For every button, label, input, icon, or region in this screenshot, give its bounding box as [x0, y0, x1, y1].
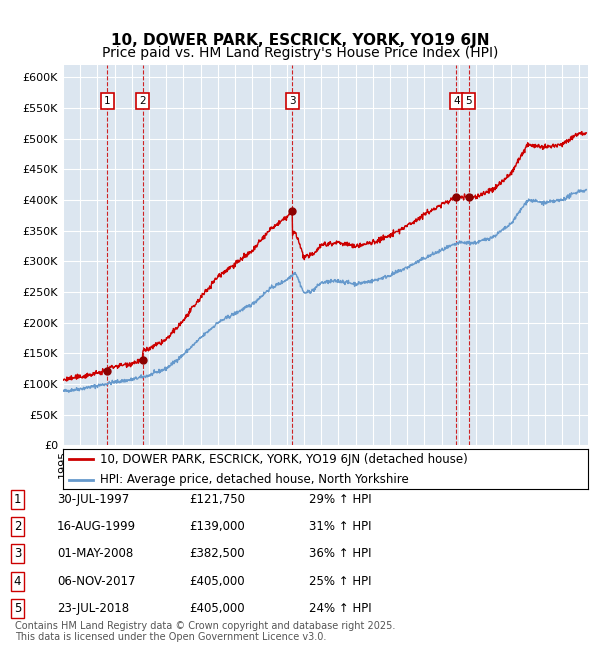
- Text: 4: 4: [453, 96, 460, 106]
- Text: 01-MAY-2008: 01-MAY-2008: [57, 547, 133, 560]
- Text: £405,000: £405,000: [189, 602, 245, 615]
- Text: 10, DOWER PARK, ESCRICK, YORK, YO19 6JN: 10, DOWER PARK, ESCRICK, YORK, YO19 6JN: [111, 32, 489, 48]
- Text: £405,000: £405,000: [189, 575, 245, 588]
- Text: Contains HM Land Registry data © Crown copyright and database right 2025.
This d: Contains HM Land Registry data © Crown c…: [15, 621, 395, 642]
- Text: 29% ↑ HPI: 29% ↑ HPI: [309, 493, 371, 506]
- Text: Price paid vs. HM Land Registry's House Price Index (HPI): Price paid vs. HM Land Registry's House …: [102, 46, 498, 60]
- Text: 16-AUG-1999: 16-AUG-1999: [57, 520, 136, 533]
- Text: 3: 3: [289, 96, 296, 106]
- Text: 2: 2: [14, 520, 21, 533]
- Text: £139,000: £139,000: [189, 520, 245, 533]
- Text: 5: 5: [465, 96, 472, 106]
- Text: 3: 3: [14, 547, 21, 560]
- Text: £121,750: £121,750: [189, 493, 245, 506]
- Text: 36% ↑ HPI: 36% ↑ HPI: [309, 547, 371, 560]
- Text: 1: 1: [104, 96, 111, 106]
- Text: 10, DOWER PARK, ESCRICK, YORK, YO19 6JN (detached house): 10, DOWER PARK, ESCRICK, YORK, YO19 6JN …: [100, 453, 467, 466]
- Text: 1: 1: [14, 493, 21, 506]
- Text: 25% ↑ HPI: 25% ↑ HPI: [309, 575, 371, 588]
- Text: 06-NOV-2017: 06-NOV-2017: [57, 575, 136, 588]
- Text: 24% ↑ HPI: 24% ↑ HPI: [309, 602, 371, 615]
- Text: 23-JUL-2018: 23-JUL-2018: [57, 602, 129, 615]
- Text: HPI: Average price, detached house, North Yorkshire: HPI: Average price, detached house, Nort…: [100, 473, 409, 486]
- Text: 31% ↑ HPI: 31% ↑ HPI: [309, 520, 371, 533]
- Text: 5: 5: [14, 602, 21, 615]
- Text: 2: 2: [139, 96, 146, 106]
- Text: 4: 4: [14, 575, 21, 588]
- Text: £382,500: £382,500: [189, 547, 245, 560]
- Text: 30-JUL-1997: 30-JUL-1997: [57, 493, 129, 506]
